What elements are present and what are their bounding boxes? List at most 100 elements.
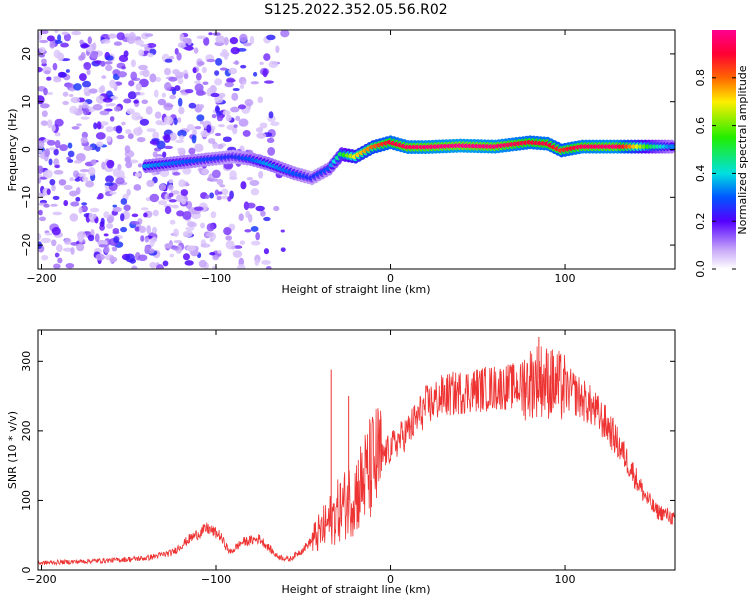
- noise-blob: [257, 96, 264, 104]
- noise-blob: [198, 259, 207, 268]
- noise-blob: [161, 92, 167, 98]
- noise-blob: [163, 204, 173, 208]
- noise-blob: [237, 263, 246, 269]
- noise-blob: [69, 190, 78, 197]
- noise-blob: [268, 111, 274, 119]
- noise-blob: [149, 73, 157, 83]
- noise-blob: [178, 106, 185, 115]
- noise-blob: [258, 170, 264, 179]
- noise-blob: [155, 264, 164, 269]
- noise-blob: [116, 134, 125, 140]
- noise-blob: [113, 236, 120, 244]
- noise-blob: [182, 253, 191, 261]
- noise-blob: [219, 67, 228, 71]
- noise-blob: [46, 139, 56, 146]
- noise-blob: [67, 142, 73, 149]
- noise-blob: [216, 178, 224, 186]
- noise-blob: [188, 147, 196, 155]
- noise-blob: [48, 158, 53, 166]
- noise-blob: [215, 57, 223, 66]
- noise-blob: [212, 32, 221, 37]
- noise-blob: [52, 62, 58, 71]
- noise-blob: [163, 102, 174, 111]
- spectrogram-x-ticks: −200 −100 0 100: [26, 30, 576, 285]
- noise-blob: [101, 161, 106, 170]
- noise-blob: [223, 37, 229, 46]
- noise-blob: [76, 243, 85, 252]
- noise-blob: [72, 170, 80, 178]
- noise-blob: [113, 106, 122, 112]
- noise-blob: [104, 182, 114, 187]
- noise-blob: [222, 110, 231, 116]
- noise-blob: [38, 165, 44, 174]
- noise-blob: [182, 37, 192, 44]
- noise-blob: [78, 206, 83, 214]
- noise-blob: [133, 184, 142, 191]
- noise-blob: [238, 213, 244, 222]
- noise-blob: [184, 46, 194, 51]
- noise-blob: [63, 184, 73, 191]
- noise-blob: [95, 95, 106, 104]
- noise-blob: [136, 137, 146, 143]
- noise-blob: [231, 92, 239, 101]
- snr-y-tick-label: 100: [20, 490, 33, 511]
- noise-blob: [151, 226, 158, 234]
- noise-blob: [71, 30, 82, 36]
- noise-blob: [214, 70, 220, 76]
- noise-blob: [246, 176, 254, 181]
- noise-blob: [67, 150, 75, 158]
- noise-blob: [106, 223, 114, 229]
- snr-frame: [37, 329, 676, 571]
- noise-blob: [212, 254, 220, 261]
- noise-blob: [162, 260, 169, 267]
- noise-blob: [144, 33, 154, 37]
- noise-blob: [230, 106, 240, 113]
- noise-blob: [102, 97, 113, 103]
- snr-x-tick-label: −100: [201, 573, 231, 586]
- noise-blob: [78, 55, 84, 61]
- noise-blob: [100, 39, 111, 44]
- noise-blob: [173, 117, 178, 126]
- noise-blob: [132, 127, 143, 136]
- spectrogram-y-tick-label: −20: [20, 233, 33, 256]
- noise-blob: [146, 224, 152, 234]
- noise-blob: [248, 213, 253, 223]
- noise-blob: [210, 211, 217, 219]
- noise-blob: [93, 122, 98, 130]
- noise-blob: [124, 145, 131, 154]
- colorbar-tick-label: 0.6: [694, 117, 707, 135]
- noise-blob: [164, 242, 173, 249]
- noise-blob: [180, 189, 189, 196]
- noise-blob: [52, 195, 60, 201]
- noise-blob: [130, 59, 136, 68]
- noise-blob: [162, 151, 167, 158]
- colorbar-tick-label: 0.0: [694, 260, 707, 278]
- noise-blob: [109, 191, 117, 195]
- noise-blob: [256, 132, 267, 139]
- noise-blob: [41, 58, 47, 65]
- noise-blob: [99, 121, 109, 126]
- noise-blob: [71, 126, 80, 130]
- noise-blob: [227, 196, 232, 202]
- noise-blob: [82, 107, 90, 116]
- noise-blob: [253, 71, 258, 77]
- noise-blob: [194, 125, 202, 130]
- noise-blob: [43, 169, 53, 179]
- noise-blob: [150, 236, 158, 243]
- noise-blob: [163, 115, 174, 125]
- snr-y-tick-label: 300: [20, 351, 33, 372]
- noise-blob: [38, 149, 43, 154]
- noise-blob: [164, 58, 173, 63]
- noise-blob: [112, 230, 120, 235]
- noise-blob: [223, 52, 229, 61]
- noise-blob: [38, 95, 45, 105]
- noise-blob: [133, 99, 139, 104]
- noise-blob: [127, 91, 137, 100]
- noise-blob: [53, 263, 61, 269]
- noise-blob: [186, 245, 197, 252]
- noise-blob: [84, 91, 91, 97]
- noise-blob: [121, 121, 126, 126]
- noise-blob: [41, 110, 48, 118]
- noise-blob: [79, 39, 84, 45]
- noise-blob: [268, 60, 279, 69]
